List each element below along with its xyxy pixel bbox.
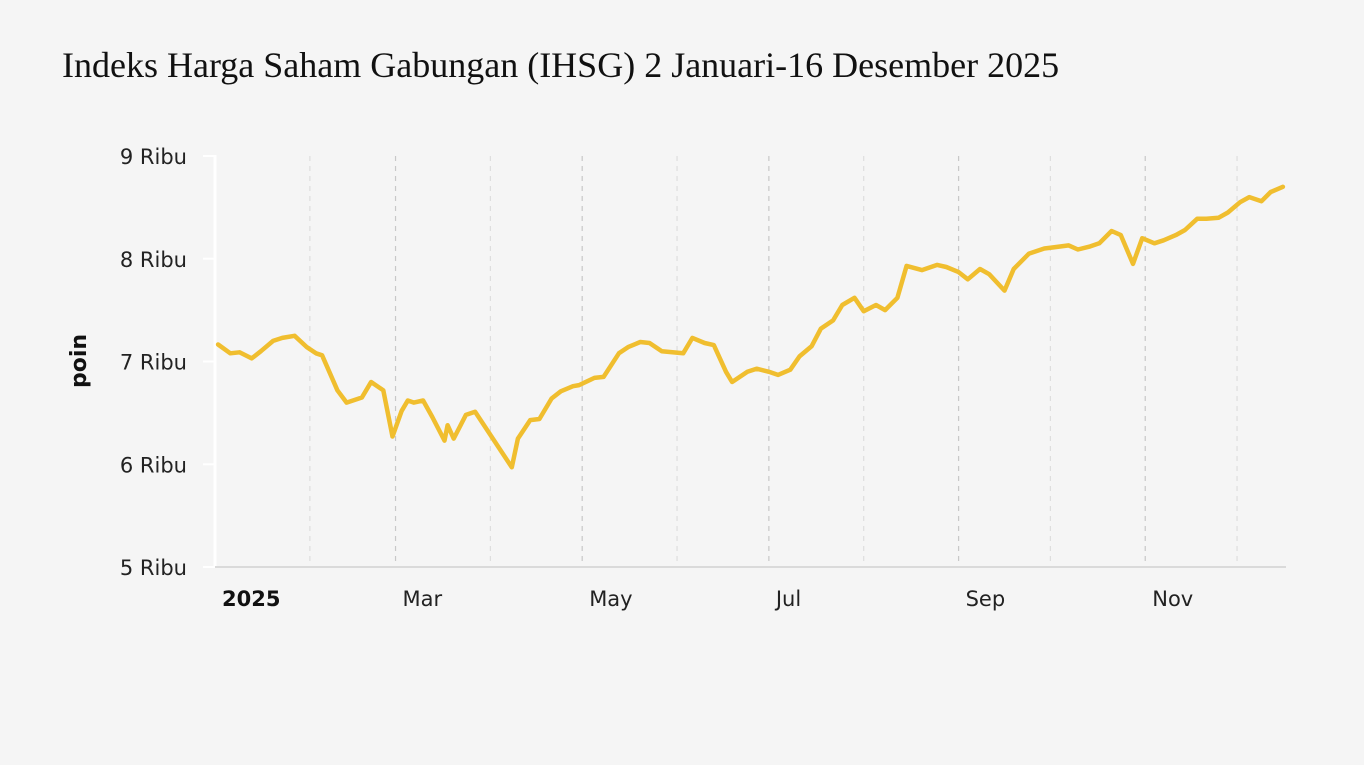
x-tick-label-0: 2025 [222,587,280,611]
axes [203,155,1286,568]
series-layer [215,184,1286,470]
x-tick-label-5: Nov [1152,587,1193,611]
chart-title: Indeks Harga Saham Gabungan (IHSG) 2 Jan… [62,45,1060,85]
grid-lines [309,156,1238,567]
y-axis-title: poin [67,334,92,388]
series-line-0 [215,184,1286,470]
tick-labels: 9 Ribu 8 Ribu 7 Ribu 6 Ribu 5 Ribu 2025 Mar May… [120,145,1193,611]
y-tick-label-3: 6 Ribu [120,453,187,477]
y-tick-label-4: 5 Ribu [120,556,187,580]
y-tick-label-1: 8 Ribu [120,248,187,272]
x-tick-label-3: Jul [774,587,801,611]
x-tick-label-4: Sep [966,587,1006,611]
x-tick-label-1: Mar [403,587,443,611]
y-tick-label-0: 9 Ribu [120,145,187,169]
y-tick-label-2: 7 Ribu [120,351,187,375]
x-tick-label-2: May [589,587,632,611]
